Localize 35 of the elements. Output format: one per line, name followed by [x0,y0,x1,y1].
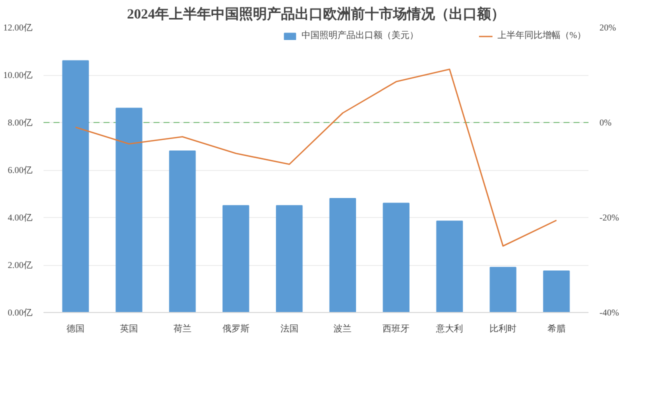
x-tick-label: 比利时 [490,324,517,334]
y2-tick-label: 0% [600,118,612,128]
bar [62,60,89,312]
bar [169,150,196,312]
y-tick-label: 6.00亿 [8,165,32,175]
x-tick-label: 波兰 [334,324,352,334]
y2-tick-label: 20% [600,22,616,32]
x-tick-label: 法国 [280,324,298,334]
bar [543,270,570,312]
bar [222,205,250,312]
x-tick-label: 俄罗斯 [222,324,250,334]
x-tick-label: 荷兰 [173,324,192,334]
y-tick-label: 12.00亿 [3,22,32,32]
bar [490,266,516,312]
bar [329,198,356,312]
y-tick-label: 8.00亿 [8,118,32,128]
y-tick-label: 10.00亿 [3,70,32,80]
x-tick-label: 英国 [120,324,138,334]
bar [382,202,410,312]
y2-tick-label: -40% [600,308,620,318]
legend-label: 中国照明产品出口额（美元） [302,29,418,42]
bar [276,205,303,312]
line-series [74,68,558,247]
y-tick-label: 0.00亿 [8,308,32,318]
y-tick-label: 2.00亿 [8,260,32,270]
chart-title: 2024年上半年中国照明产品出口欧洲前十市场情况（出口额） [127,6,505,22]
y-tick-label: 4.00亿 [8,212,32,222]
legend-label: 上半年同比增幅（%） [498,29,586,42]
x-tick-label: 希腊 [547,324,566,334]
x-tick-label: 德国 [66,324,85,334]
bar [436,220,463,312]
x-tick-label: 意大利 [435,324,464,334]
y2-tick-label: -20% [600,212,620,222]
bar [116,108,142,312]
x-tick-label: 西班牙 [382,324,410,334]
